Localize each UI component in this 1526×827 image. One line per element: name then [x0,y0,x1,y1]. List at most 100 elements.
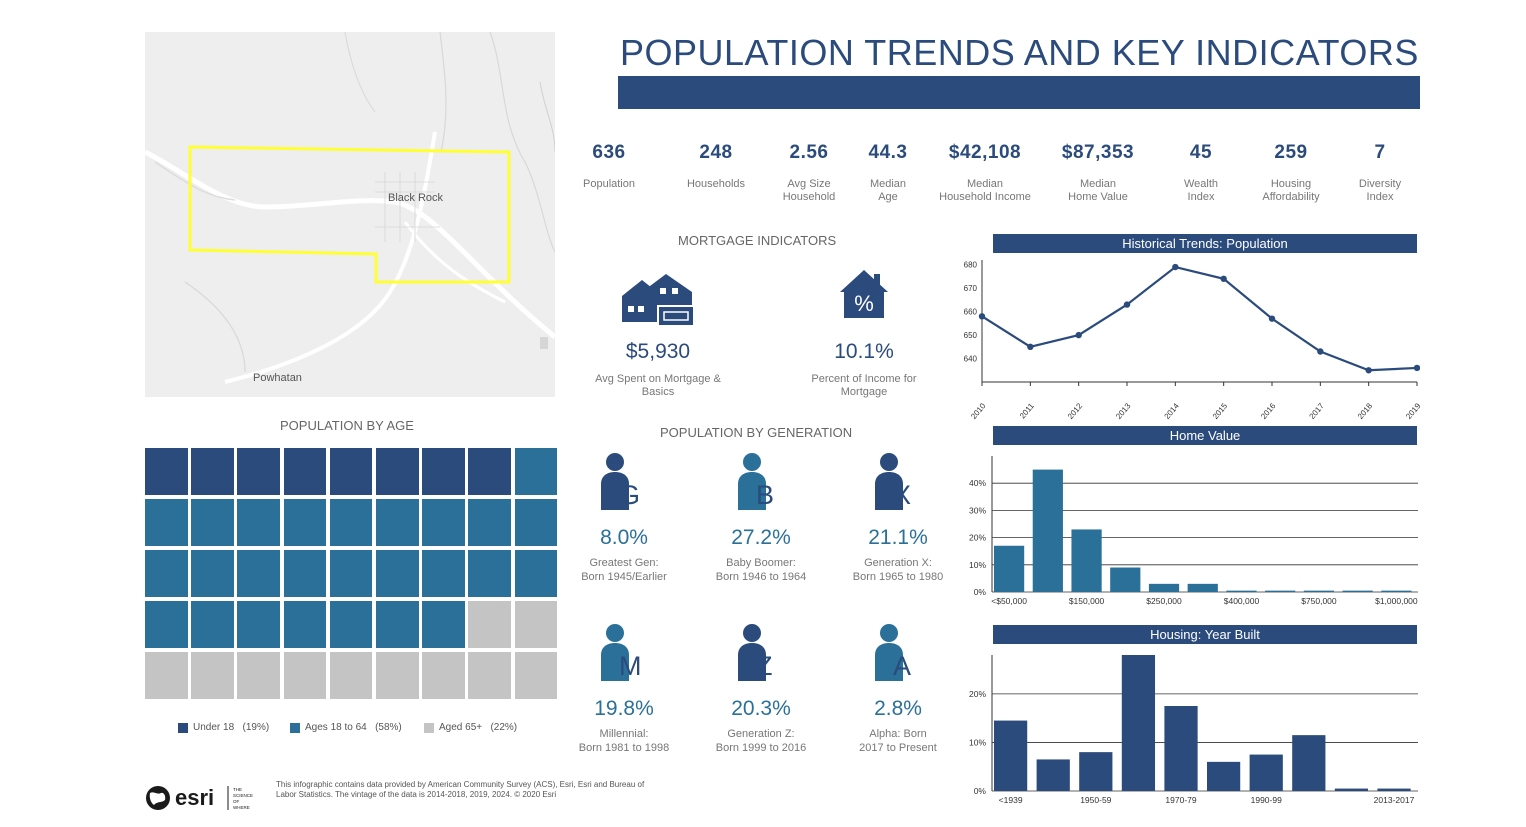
y-tick-label: 650 [964,331,978,340]
map-label-powhatan: Powhatan [253,372,302,384]
person-icon: Z [726,623,796,693]
generation-value: 21.1% [868,526,928,549]
x-tick-label: 2013-2017 [1374,795,1415,805]
y-tick-label: 40% [969,478,986,488]
bar [1164,706,1198,791]
generation-letter: B [756,480,775,510]
x-tick-label: <1939 [999,795,1023,805]
bar [1071,529,1102,592]
houses-money-icon [622,274,695,327]
bar [1226,590,1257,592]
generation-value: 8.0% [600,526,648,549]
generation-a: A 2.8% Alpha: Born 2017 to Present [833,623,963,755]
waffle-cell [237,652,280,699]
x-tick-label: $1,000,000 [1375,596,1418,606]
bar [1303,590,1335,592]
stat-median-household-income: $42,108 Median Household Income [925,142,1045,204]
x-tick-label: 1990-99 [1251,795,1282,805]
mortgage-income-label: Percent of Income for Mortgage [811,373,917,398]
y-tick-label: 660 [964,308,978,317]
svg-text:%: % [854,291,874,316]
waffle-cell [329,550,373,597]
generation-value: 19.8% [594,697,654,720]
waffle-cell [422,550,465,597]
age-legend-65-plus: Aged 65+ (22%) [424,722,517,733]
data-point [1317,348,1324,355]
waffle-cell [376,550,419,597]
stat-avg-household-size: 2.56 Avg Size Household [749,142,869,204]
x-tick-label: 2010 [969,401,988,420]
legend-swatch [290,722,300,733]
waffle-cell [145,499,188,546]
bar [1265,590,1296,592]
bar [1121,655,1156,791]
x-tick-label: $750,000 [1301,596,1337,606]
stat-label: Housing Affordability [1262,178,1320,203]
stat-value: 44.3 [868,142,908,163]
waffle-cell [191,601,234,648]
person-icon: M [589,623,659,693]
mortgage-spent-value: $5,930 [625,340,691,363]
generation-letter: M [619,651,642,681]
bar [1036,759,1070,791]
stat-population: 636 Population [549,142,669,191]
age-legend-18-to-64: Ages 18 to 64 (58%) [290,722,402,733]
bar [1148,583,1180,592]
map[interactable]: Black Rock Powhatan [145,32,555,397]
bar [1110,567,1141,592]
bar [1079,752,1113,791]
stat-median-age: 44.3 Median Age [828,142,948,204]
data-point [1075,331,1082,339]
waffle-cell [283,652,327,699]
stat-diversity-index: 7 Diversity Index [1320,142,1440,204]
bar [1187,583,1218,592]
generation-g: G 8.0% Greatest Gen: Born 1945/Earlier [559,452,689,584]
generation-label: Generation X: Born 1965 to 1980 [852,557,944,583]
stat-median-home-value: $87,353 Median Home Value [1038,142,1158,204]
person-icon: A [863,623,933,693]
waffle-cell [237,448,280,495]
waffle-cell [283,448,327,495]
waffle-cell [514,550,558,597]
generation-z: Z 20.3% Generation Z: Born 1999 to 2016 [696,623,826,755]
stat-label: Median Age [869,178,907,203]
esri-logo: esri THE SCIENCE OF WHERE [146,785,253,810]
y-tick-label: 20% [969,689,986,699]
waffle-cell [329,652,373,699]
legend-pct: (58%) [375,722,402,733]
data-point [1365,367,1372,374]
svg-text:THE: THE [233,787,242,792]
x-tick-label: 2014 [1163,401,1182,420]
house-percent-icon: % [840,270,888,318]
waffle-cell [283,601,327,648]
x-tick-label: 2011 [1018,401,1036,420]
person-icon: X [863,452,933,522]
generation-letter: X [893,480,912,510]
waffle-cell [191,652,234,699]
x-tick-label: $400,000 [1224,596,1260,606]
data-point [1220,275,1227,282]
bar [1377,788,1411,791]
age-waffle-chart [145,448,558,703]
waffle-cell [422,499,465,546]
y-tick-label: 640 [964,355,978,364]
stat-label: Households [686,178,746,190]
y-tick-label: 670 [964,284,978,293]
map-graphic [145,32,555,384]
waffle-cell [468,601,511,648]
stat-value: 45 [1189,142,1213,163]
waffle-cell [145,550,188,597]
home-value-title: Home Value [993,426,1417,445]
x-tick-label: $150,000 [1069,596,1105,606]
generation-m: M 19.8% Millennial: Born 1981 to 1998 [559,623,689,755]
generation-letter: G [619,480,641,510]
bar [1342,590,1373,592]
bar [1249,754,1283,791]
mortgage-spent-label: Avg Spent on Mortgage & Basics [595,373,721,398]
waffle-cell [237,499,280,546]
stat-value: 2.56 [789,142,829,163]
svg-text:SCIENCE: SCIENCE [233,793,253,798]
waffle-cell [514,448,558,495]
x-tick-label: 2018 [1356,401,1375,420]
legend-pct: (19%) [242,722,270,733]
